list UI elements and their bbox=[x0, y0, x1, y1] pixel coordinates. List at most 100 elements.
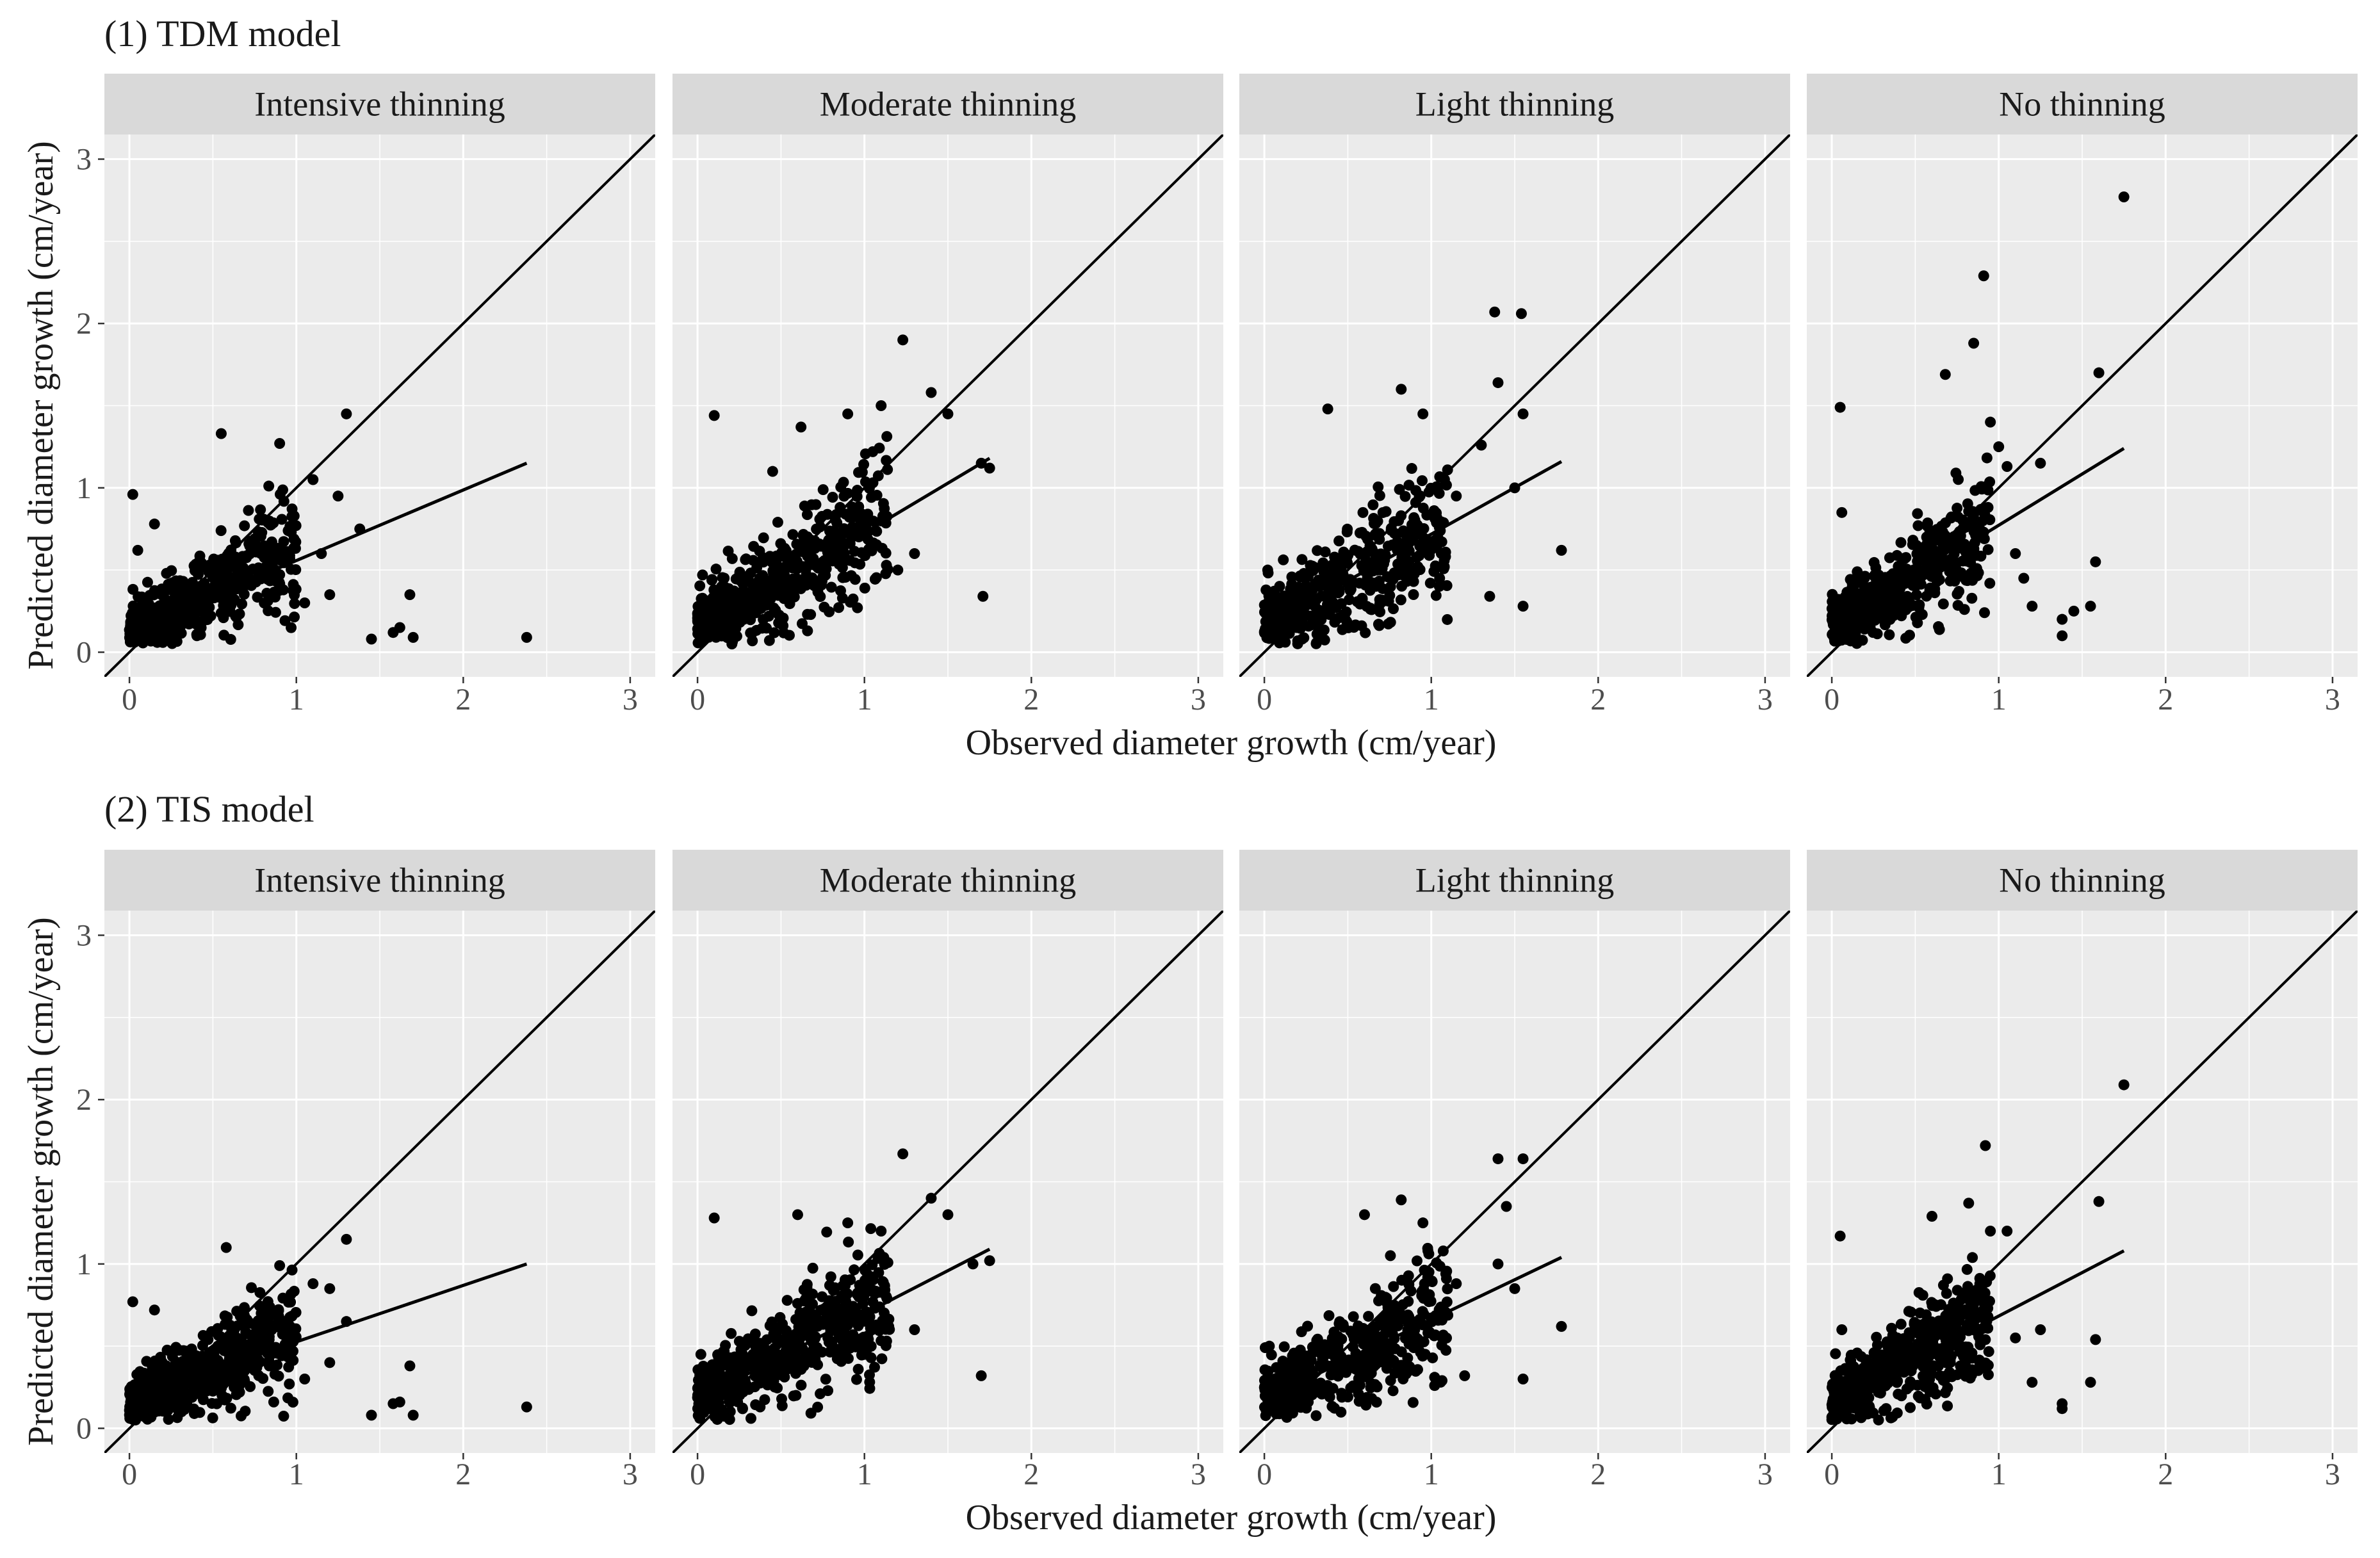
fit-line bbox=[705, 457, 991, 629]
data-point bbox=[134, 1373, 146, 1384]
data-point bbox=[263, 1360, 275, 1372]
outlier-point bbox=[366, 633, 377, 645]
data-point bbox=[1957, 1306, 1968, 1317]
outlier-point bbox=[1926, 1210, 1937, 1222]
data-point bbox=[1910, 612, 1921, 623]
outlier-point bbox=[341, 408, 352, 419]
data-point bbox=[257, 1373, 269, 1384]
chart-1: (1) TDM model Predicted diameter growth (… bbox=[21, 13, 2358, 763]
data-point bbox=[1921, 590, 1932, 602]
data-point bbox=[1940, 1370, 1952, 1382]
x-tick-label: 1 bbox=[289, 1457, 304, 1491]
data-point bbox=[1407, 1397, 1419, 1408]
outlier-point bbox=[299, 597, 311, 608]
data-point bbox=[825, 1271, 836, 1283]
data-point bbox=[1915, 1345, 1927, 1356]
data-point bbox=[1903, 1332, 1915, 1343]
outlier-point bbox=[1489, 306, 1501, 318]
data-point bbox=[1891, 1408, 1903, 1419]
data-point bbox=[1861, 1357, 1872, 1368]
data-point bbox=[1434, 471, 1446, 483]
data-point bbox=[758, 613, 769, 625]
data-point bbox=[1345, 1382, 1357, 1393]
data-point bbox=[1370, 517, 1382, 529]
data-point bbox=[719, 1345, 730, 1357]
data-point bbox=[1861, 1386, 1872, 1398]
data-point bbox=[1424, 578, 1436, 589]
outlier-point bbox=[1939, 369, 1951, 380]
data-point bbox=[1371, 1321, 1382, 1333]
data-point bbox=[1396, 580, 1408, 592]
outlier-point bbox=[1264, 1340, 1275, 1352]
data-point bbox=[1418, 523, 1430, 534]
outlier-point bbox=[2118, 191, 2130, 203]
data-point bbox=[1886, 1322, 1897, 1334]
data-point bbox=[1857, 635, 1868, 646]
reference-line bbox=[1807, 911, 2358, 1453]
data-point bbox=[1977, 506, 1989, 517]
outlier-point bbox=[274, 1260, 286, 1271]
data-point bbox=[1274, 581, 1285, 592]
panel-4: No thinning 0 1 2 3 bbox=[1807, 74, 2358, 717]
data-point bbox=[826, 581, 837, 593]
data-point bbox=[191, 630, 202, 642]
data-point bbox=[1317, 557, 1329, 569]
data-point bbox=[860, 1287, 872, 1299]
data-point bbox=[726, 1354, 737, 1366]
data-point bbox=[1929, 571, 1941, 583]
data-point bbox=[1442, 613, 1453, 625]
data-point bbox=[261, 587, 273, 599]
panel-3: Light thinning 0 1 2 3 bbox=[1239, 850, 1790, 1491]
data-point bbox=[179, 610, 191, 622]
data-point bbox=[1367, 499, 1379, 510]
data-point bbox=[1429, 1380, 1440, 1392]
strip-background bbox=[104, 74, 655, 134]
reference-line bbox=[672, 911, 1223, 1453]
data-point bbox=[1387, 1385, 1399, 1397]
outlier-point bbox=[1501, 1201, 1512, 1212]
section-title: (2) TIS model bbox=[104, 788, 314, 830]
data-point bbox=[761, 1334, 772, 1345]
data-point bbox=[1921, 1399, 1932, 1410]
data-point bbox=[1958, 1351, 1969, 1362]
data-point bbox=[1949, 563, 1960, 574]
data-point bbox=[1893, 1388, 1904, 1400]
strip-label: Intensive thinning bbox=[254, 85, 505, 124]
data-point bbox=[274, 489, 286, 500]
x-tick-label: 3 bbox=[1757, 683, 1773, 717]
data-point bbox=[1891, 549, 1903, 561]
data-point bbox=[1896, 610, 1907, 622]
data-point bbox=[1385, 1375, 1396, 1386]
data-point bbox=[1370, 580, 1382, 592]
data-point bbox=[1930, 1388, 1941, 1400]
data-point bbox=[845, 528, 856, 540]
data-point bbox=[700, 1395, 712, 1406]
data-point bbox=[290, 536, 302, 548]
data-point bbox=[1980, 1334, 1991, 1345]
outlier-point bbox=[1492, 1258, 1504, 1270]
data-point bbox=[1354, 1379, 1365, 1391]
outlier-point bbox=[1322, 403, 1333, 415]
data-point bbox=[263, 480, 275, 492]
outlier-point bbox=[341, 1233, 352, 1245]
data-point bbox=[1318, 1343, 1330, 1354]
data-point bbox=[1422, 1242, 1433, 1254]
data-point bbox=[757, 552, 769, 564]
data-point bbox=[161, 567, 172, 579]
data-point bbox=[219, 1310, 231, 1322]
data-point bbox=[1366, 1393, 1378, 1404]
y-tick-label: 2 bbox=[76, 1083, 92, 1117]
data-point bbox=[230, 610, 241, 622]
outlier-point bbox=[127, 1296, 138, 1308]
data-point bbox=[877, 498, 889, 509]
fit-line bbox=[137, 462, 528, 629]
data-point bbox=[864, 1369, 876, 1381]
data-point bbox=[1357, 507, 1369, 518]
data-point bbox=[1409, 514, 1421, 526]
data-point bbox=[701, 628, 712, 640]
data-point bbox=[1921, 532, 1932, 543]
data-point bbox=[849, 546, 860, 557]
data-point bbox=[1353, 1395, 1365, 1407]
data-point bbox=[694, 1377, 705, 1389]
data-point bbox=[167, 1351, 178, 1362]
